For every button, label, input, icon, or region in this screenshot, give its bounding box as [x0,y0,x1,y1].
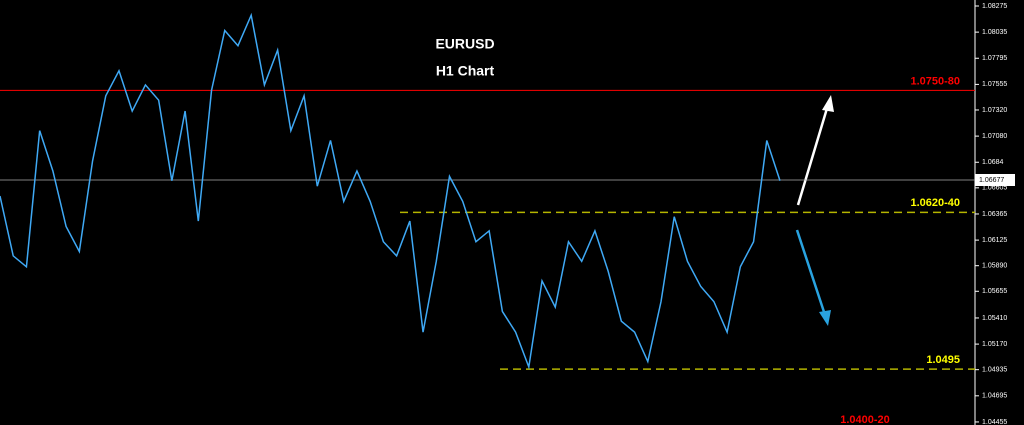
blue-arrow [795,229,831,326]
current-price-box [975,173,1015,186]
y-tick-label: 1.05170 [982,341,1007,348]
y-tick-label: 1.0684 [982,159,1004,166]
level-label: 1.0495 [926,354,960,366]
level-label: 1.0620-40 [910,197,960,209]
y-tick-label: 1.05655 [982,288,1007,295]
y-tick-label: 1.06605 [982,185,1007,192]
y-tick-label: 1.07080 [982,133,1007,140]
bottom-level-label: 1.0400-20 [840,414,890,425]
y-tick-label: 1.07320 [982,107,1007,114]
y-tick-label: 1.05410 [982,315,1007,322]
y-tick-label: 1.04695 [982,393,1007,400]
y-tick-label: 1.04935 [982,367,1007,374]
y-tick-label: 1.06125 [982,237,1007,244]
y-tick-label: 1.08035 [982,29,1007,36]
level-label: 1.0750-80 [910,75,960,87]
white-arrow [796,95,834,206]
y-tick-label: 1.06365 [982,211,1007,218]
y-tick-label: 1.05890 [982,263,1007,270]
y-tick-label: 1.07555 [982,81,1007,88]
price-line [0,12,781,370]
y-tick-label: 1.08275 [982,3,1007,10]
chart-title: EURUSD [435,36,494,52]
chart-subtitle: H1 Chart [436,63,495,79]
y-tick-label: 1.04455 [982,419,1007,425]
y-tick-label: 1.07795 [982,55,1007,62]
current-price-label: 1.06677 [979,177,1004,184]
